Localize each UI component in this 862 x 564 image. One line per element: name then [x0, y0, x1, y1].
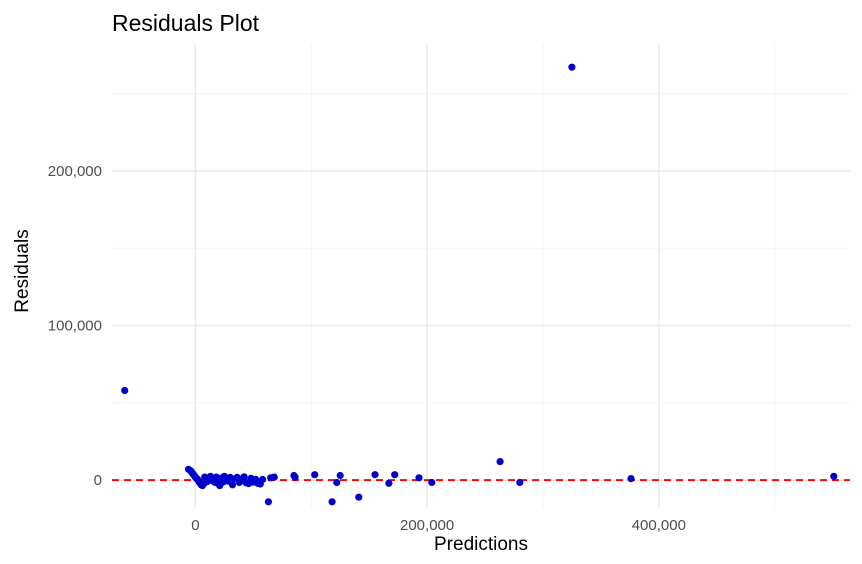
data-point	[270, 473, 278, 481]
data-point	[311, 471, 319, 479]
data-point	[516, 478, 524, 487]
data-point	[264, 498, 272, 506]
x-tick-label: 400,000	[632, 517, 686, 534]
data-points	[121, 63, 838, 506]
data-point	[355, 493, 363, 501]
y-tick-label: 200,000	[48, 163, 102, 180]
x-axis-title: Predictions	[434, 534, 528, 555]
data-point	[291, 473, 299, 481]
gridlines	[112, 44, 850, 508]
data-point	[627, 475, 635, 483]
data-point	[240, 473, 248, 481]
y-tick-label: 100,000	[48, 317, 102, 334]
data-point	[496, 458, 504, 466]
y-tick-labels: 0 100,000 200,000	[48, 163, 102, 489]
y-axis-title: Residuals	[12, 229, 33, 312]
data-point	[228, 481, 237, 489]
data-point	[385, 479, 393, 487]
data-point	[415, 474, 423, 482]
data-point	[568, 63, 576, 71]
data-point	[333, 478, 341, 487]
data-point	[328, 498, 336, 506]
x-tick-labels: 0 200,000 400,000	[191, 517, 686, 534]
x-tick-label: 200,000	[400, 517, 454, 534]
data-point	[259, 475, 267, 484]
data-point	[391, 471, 399, 479]
data-point	[428, 478, 436, 487]
x-tick-label: 0	[191, 517, 199, 534]
data-point	[121, 386, 129, 395]
data-point	[830, 472, 838, 480]
y-tick-label: 0	[94, 472, 102, 489]
data-point	[371, 471, 379, 479]
data-point	[336, 471, 344, 480]
chart-title: Residuals Plot	[112, 10, 260, 36]
